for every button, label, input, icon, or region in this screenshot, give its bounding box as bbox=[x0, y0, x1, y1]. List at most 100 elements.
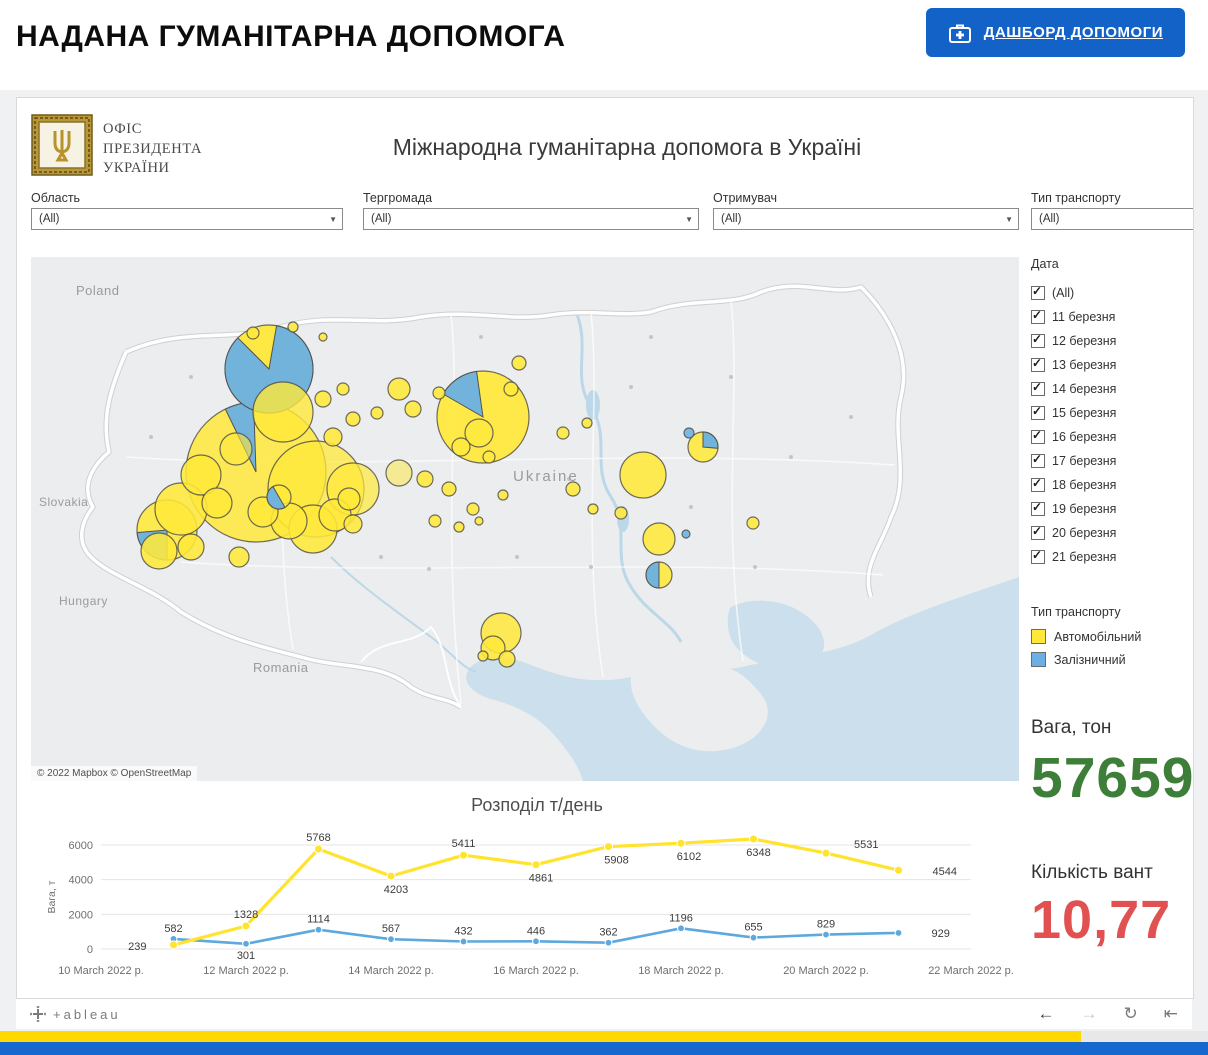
aid-bubble[interactable] bbox=[482, 450, 496, 464]
date-option[interactable]: 18 березня bbox=[1031, 473, 1116, 497]
aid-bubble[interactable] bbox=[581, 417, 593, 429]
aid-bubbles-layer[interactable] bbox=[136, 321, 760, 668]
aid-bubble[interactable] bbox=[477, 650, 489, 662]
scrollbar-thumb[interactable] bbox=[0, 1031, 1082, 1042]
aid-bubble[interactable] bbox=[614, 506, 628, 520]
data-point[interactable] bbox=[459, 850, 468, 860]
aid-bubble[interactable] bbox=[219, 432, 253, 466]
undo-icon[interactable]: ← bbox=[1037, 1004, 1055, 1023]
aid-bubble[interactable] bbox=[498, 650, 516, 668]
aid-bubble[interactable] bbox=[323, 427, 343, 447]
data-point[interactable] bbox=[676, 838, 686, 848]
date-option[interactable]: 16 березня bbox=[1031, 425, 1116, 449]
aid-bubble[interactable] bbox=[345, 411, 361, 427]
date-option[interactable]: 20 березня bbox=[1031, 521, 1116, 545]
aid-bubble[interactable] bbox=[318, 332, 328, 342]
revert-icon[interactable]: ⇤ bbox=[1163, 1004, 1178, 1023]
aid-bubble[interactable] bbox=[511, 355, 527, 371]
date-option[interactable]: 15 березня bbox=[1031, 401, 1116, 425]
data-point[interactable] bbox=[749, 933, 758, 942]
horizontal-scrollbar[interactable] bbox=[0, 1031, 1208, 1042]
aid-bubble[interactable] bbox=[497, 489, 509, 501]
map-canvas[interactable]: Poland Slovakia Hungary Romania Ukraine bbox=[31, 257, 1019, 781]
aid-bubble[interactable] bbox=[246, 326, 260, 340]
checkbox-checked-icon[interactable] bbox=[1031, 452, 1045, 468]
date-option[interactable]: 19 березня bbox=[1031, 497, 1116, 521]
aid-bubble[interactable] bbox=[466, 502, 480, 516]
aid-bubble[interactable] bbox=[228, 546, 250, 568]
checkbox-checked-icon[interactable] bbox=[1031, 356, 1045, 372]
date-option[interactable]: 21 березня bbox=[1031, 545, 1116, 569]
data-point[interactable] bbox=[314, 844, 323, 854]
data-point[interactable] bbox=[677, 924, 685, 933]
data-point[interactable] bbox=[314, 925, 323, 934]
date-option[interactable]: 12 березня bbox=[1031, 329, 1116, 353]
aid-bubble[interactable] bbox=[428, 514, 442, 528]
checkbox-checked-icon[interactable] bbox=[1031, 524, 1045, 540]
aid-bubble[interactable] bbox=[587, 503, 599, 515]
date-option[interactable]: 13 березня bbox=[1031, 353, 1116, 377]
data-point[interactable] bbox=[532, 937, 540, 946]
data-point[interactable] bbox=[241, 921, 251, 931]
data-point[interactable] bbox=[822, 930, 830, 939]
aid-bubble[interactable] bbox=[683, 427, 695, 439]
aid-bubble[interactable] bbox=[565, 481, 581, 497]
aid-bubble[interactable] bbox=[343, 514, 363, 534]
aid-bubble[interactable] bbox=[387, 377, 411, 401]
checkbox-checked-icon[interactable] bbox=[1031, 548, 1045, 564]
checkbox-checked-icon[interactable] bbox=[1031, 332, 1045, 348]
date-option[interactable]: 14 березня bbox=[1031, 377, 1116, 401]
checkbox-checked-icon[interactable] bbox=[1031, 500, 1045, 516]
trend-chart[interactable]: 0 2000 4000 6000 Вага, т 10 March 2022 р. 12 M… bbox=[31, 831, 1051, 986]
checkbox-checked-icon[interactable] bbox=[1031, 308, 1045, 324]
aid-bubble[interactable] bbox=[556, 426, 570, 440]
checkbox-checked-icon[interactable] bbox=[1031, 380, 1045, 396]
data-point[interactable] bbox=[386, 871, 396, 881]
redo-icon[interactable]: → bbox=[1080, 1004, 1098, 1023]
aid-bubble[interactable] bbox=[201, 487, 233, 519]
data-point[interactable] bbox=[387, 935, 395, 944]
date-option[interactable]: 11 березня bbox=[1031, 305, 1116, 329]
tableau-logo[interactable]: +ableau bbox=[30, 1006, 121, 1022]
data-point[interactable] bbox=[894, 928, 903, 937]
aid-bubble[interactable] bbox=[474, 516, 484, 526]
aid-bubble[interactable] bbox=[385, 459, 413, 487]
aid-bubble[interactable] bbox=[404, 400, 422, 418]
checkbox-checked-icon[interactable] bbox=[1031, 404, 1045, 420]
aid-bubble[interactable] bbox=[453, 521, 465, 533]
aid-bubble[interactable] bbox=[441, 481, 457, 497]
filter-select-transport[interactable]: (All)▼ bbox=[1031, 208, 1193, 230]
aid-bubble[interactable] bbox=[140, 532, 178, 570]
filter-select-oblast[interactable]: (All) ▼ bbox=[31, 208, 343, 230]
data-point[interactable] bbox=[604, 842, 613, 852]
aid-bubble[interactable] bbox=[180, 454, 222, 496]
aid-bubble[interactable] bbox=[287, 321, 299, 333]
aid-bubble[interactable] bbox=[642, 522, 676, 556]
data-point[interactable] bbox=[749, 834, 758, 844]
data-point[interactable] bbox=[531, 860, 541, 870]
refresh-icon[interactable]: ↻ bbox=[1123, 1004, 1138, 1023]
filter-select-recipient[interactable]: (All) ▼ bbox=[713, 208, 1019, 230]
dashboard-button[interactable]: ДАШБОРД ДОПОМОГИ bbox=[925, 8, 1185, 57]
checkbox-checked-icon[interactable] bbox=[1031, 476, 1045, 492]
checkbox-checked-icon[interactable] bbox=[1031, 284, 1045, 300]
data-point[interactable] bbox=[604, 938, 613, 947]
aid-bubble[interactable] bbox=[336, 382, 350, 396]
aid-bubble[interactable] bbox=[681, 529, 691, 539]
legend-item-rail[interactable]: Залізничний bbox=[1031, 648, 1141, 671]
data-point[interactable] bbox=[894, 865, 903, 875]
data-point[interactable] bbox=[821, 848, 831, 858]
data-point[interactable] bbox=[169, 940, 178, 950]
legend-item-road[interactable]: Автомобільний bbox=[1031, 625, 1141, 648]
ukraine-map[interactable]: Poland Slovakia Hungary Romania Ukraine © 20… bbox=[31, 257, 1019, 781]
aid-bubble[interactable] bbox=[177, 533, 205, 561]
aid-bubble[interactable] bbox=[464, 418, 494, 448]
aid-bubble[interactable] bbox=[416, 470, 434, 488]
aid-bubble[interactable] bbox=[432, 386, 446, 400]
filter-select-community[interactable]: (All) ▼ bbox=[363, 208, 699, 230]
aid-bubble[interactable] bbox=[746, 516, 760, 530]
date-option[interactable]: (All) bbox=[1031, 281, 1116, 305]
checkbox-checked-icon[interactable] bbox=[1031, 428, 1045, 444]
aid-bubble[interactable] bbox=[337, 487, 361, 511]
data-point[interactable] bbox=[242, 939, 250, 948]
